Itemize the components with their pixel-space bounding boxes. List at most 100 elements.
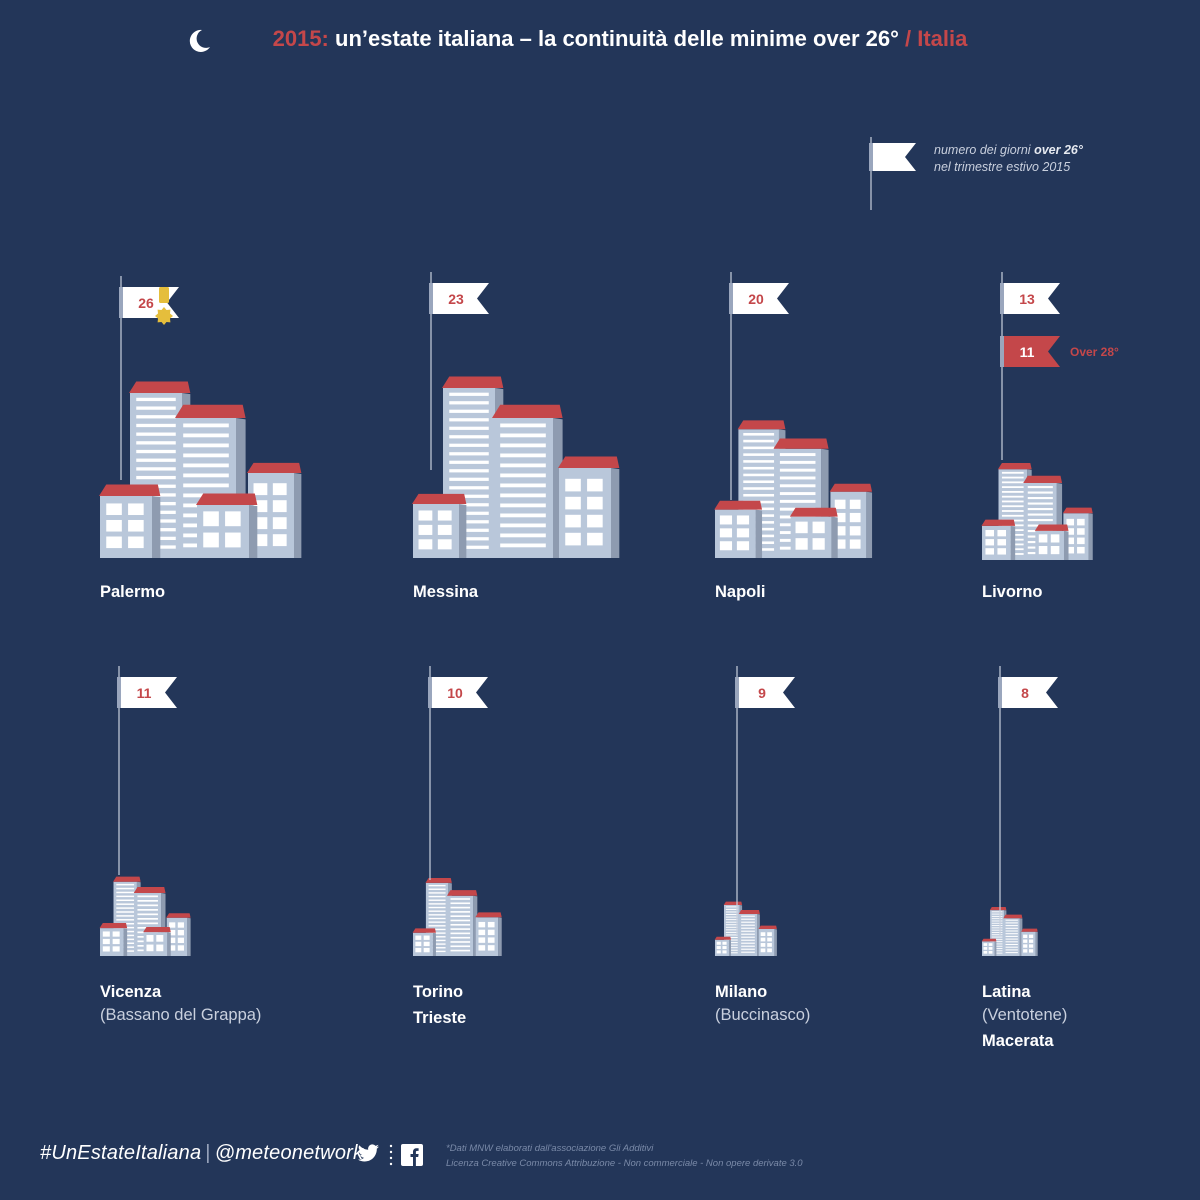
building-cluster <box>714 420 873 558</box>
flag-over-26: 20 <box>729 283 789 314</box>
legend-line1-a: numero dei giorni <box>934 143 1035 157</box>
building-cluster <box>99 876 191 956</box>
building <box>475 912 502 956</box>
city-label-messina: Messina <box>413 579 478 605</box>
city-name: Napoli <box>715 583 766 601</box>
city-name: Palermo <box>100 583 166 601</box>
building-cluster <box>412 376 620 558</box>
city-label-latina: Latina (Ventotene) Macerata <box>982 979 1067 1054</box>
building <box>714 500 763 558</box>
building-cluster <box>981 907 1038 956</box>
building <box>99 922 128 956</box>
city-group-livorno: 13 11 Over 28° <box>981 272 1119 560</box>
building <box>143 927 171 956</box>
building <box>829 483 873 558</box>
flag-value: 23 <box>448 291 464 307</box>
legend-flag <box>869 137 916 210</box>
title-main: un’estate italiana – la continuità delle… <box>335 26 899 51</box>
flag-value: 10 <box>447 685 463 701</box>
city-group-latina: 8 <box>981 666 1058 956</box>
city-subname: (Ventotene) <box>982 1006 1068 1024</box>
city-name-extra: Trieste <box>413 1009 467 1027</box>
flag-value: 8 <box>1021 685 1029 701</box>
building <box>446 890 478 956</box>
city-subname: (Buccinasco) <box>715 1006 811 1024</box>
city-group-messina: 23 <box>412 272 620 558</box>
over-28-label: Over 28° <box>1070 345 1119 359</box>
city-name: Latina <box>982 983 1031 1001</box>
flag-value: 9 <box>758 685 766 701</box>
legend-line2: nel trimestre estivo 2015 <box>934 160 1071 174</box>
flag-value: 26 <box>138 295 154 311</box>
building <box>166 913 191 956</box>
flag-value: 11 <box>137 685 152 701</box>
footer-tags: #UnEstateItaliana | @meteonetwork <box>40 1142 364 1164</box>
credit-line-2: Licenza Creative Commons Attribuzione - … <box>446 1158 803 1169</box>
divider-dots <box>389 1144 393 1166</box>
city-label-torino: Torino Trieste <box>413 979 466 1031</box>
moon-icon <box>189 29 210 52</box>
flag-over-26: 13 <box>1000 283 1060 314</box>
credit-line-1: *Dati MNW elaborati dall'associazione Gl… <box>446 1143 654 1154</box>
building <box>492 404 563 558</box>
building <box>558 456 620 558</box>
building <box>196 493 258 558</box>
building-cluster <box>714 901 777 956</box>
city-label-livorno: Livorno <box>982 579 1043 605</box>
building <box>1003 914 1023 956</box>
building <box>412 493 467 558</box>
legend-line1-b: over 26° <box>1034 143 1083 157</box>
city-name: Milano <box>715 983 768 1001</box>
city-name: Messina <box>413 583 479 601</box>
flag-over-26: 9 <box>735 677 795 708</box>
city-label-vicenza: Vicenza (Bassano del Grappa) <box>100 979 261 1026</box>
city-subname: (Bassano del Grappa) <box>100 1006 262 1024</box>
building-cluster <box>981 462 1093 560</box>
city-name: Vicenza <box>100 983 162 1001</box>
building <box>1034 524 1069 560</box>
flag-value: 13 <box>1019 291 1035 307</box>
flag-value: 11 <box>1020 344 1035 360</box>
flag-value: 20 <box>748 291 764 307</box>
city-label-milano: Milano (Buccinasco) <box>715 979 810 1026</box>
city-label-napoli: Napoli <box>715 579 765 605</box>
building <box>1021 928 1038 956</box>
building <box>714 936 732 956</box>
hashtag-link[interactable]: #UnEstateItaliana <box>40 1142 202 1164</box>
flag-over-26: 10 <box>428 677 488 708</box>
title-slash: / <box>898 26 918 51</box>
building <box>789 507 838 558</box>
building <box>412 928 436 956</box>
city-group-torino: 10 <box>412 666 502 956</box>
page-title: 2015: un’estate italiana – la continuità… <box>0 26 1200 52</box>
city-label-palermo: Palermo <box>100 579 165 605</box>
city-name: Torino <box>413 983 464 1001</box>
city-group-palermo: 26 <box>99 276 302 558</box>
twitter-icon[interactable] <box>357 1143 381 1165</box>
flag-over-28: 11 <box>1000 336 1060 367</box>
building <box>758 925 777 956</box>
medal-icon <box>155 287 173 325</box>
building <box>99 484 161 558</box>
title-region: Italia <box>917 26 968 51</box>
building <box>981 938 997 956</box>
city-group-vicenza: 11 <box>99 666 191 956</box>
legend-text: numero dei giorni over 26° nel trimestre… <box>934 142 1083 176</box>
facebook-icon[interactable] <box>401 1144 423 1166</box>
flag-over-26: 8 <box>998 677 1058 708</box>
handle-link[interactable]: @meteonetwork <box>214 1142 364 1164</box>
city-group-milano: 9 <box>714 666 795 956</box>
building <box>981 519 1016 560</box>
city-name: Livorno <box>982 583 1043 601</box>
footer-credit: *Dati MNW elaborati dall'associazione Gl… <box>446 1141 803 1171</box>
city-name-extra: Macerata <box>982 1032 1054 1050</box>
title-year: 2015: <box>272 26 329 51</box>
building-cluster <box>412 877 502 956</box>
building <box>738 910 760 956</box>
city-group-napoli: 20 <box>714 272 873 558</box>
flag-over-26: 11 <box>117 677 177 708</box>
flag-over-26: 23 <box>429 283 489 314</box>
building-cluster <box>99 381 302 558</box>
